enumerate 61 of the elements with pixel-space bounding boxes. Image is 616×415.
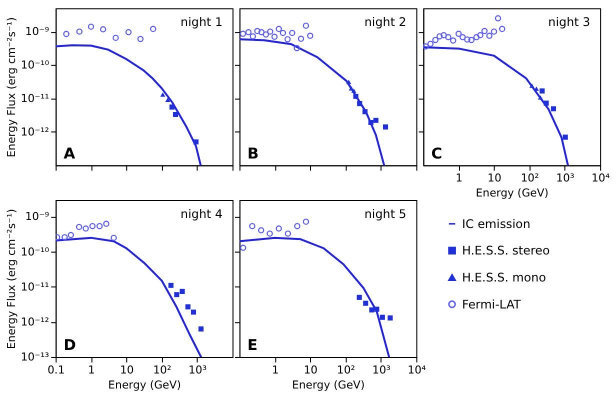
point bbox=[436, 33, 443, 40]
annotation: night 2 bbox=[364, 15, 406, 30]
point bbox=[490, 28, 498, 35]
annotation: A bbox=[64, 144, 76, 162]
point bbox=[432, 36, 438, 44]
x-tick-label: 10 bbox=[488, 172, 502, 185]
x-tick-label: 1 bbox=[456, 172, 463, 185]
annotation: night 5 bbox=[364, 206, 406, 221]
point bbox=[494, 15, 502, 22]
point bbox=[486, 32, 492, 39]
point bbox=[455, 30, 462, 37]
point bbox=[468, 36, 475, 44]
point bbox=[423, 43, 429, 50]
annotation: night 4 bbox=[180, 206, 223, 221]
y-tick-label: 10⁻¹² bbox=[20, 125, 50, 138]
annotation: E bbox=[247, 336, 258, 354]
x-tick-label: 10 bbox=[304, 363, 318, 376]
x-axis-title: Energy (GeV) bbox=[108, 378, 181, 392]
legend-label: Fermi-LAT bbox=[462, 297, 522, 312]
x-tick-label: 10² bbox=[336, 363, 356, 376]
point bbox=[450, 37, 456, 44]
annotation: D bbox=[64, 336, 76, 354]
x-tick-label: 10³ bbox=[556, 172, 574, 185]
y-tick-label: 10⁻¹⁰ bbox=[20, 245, 50, 258]
point bbox=[477, 32, 484, 38]
y-axis-title: Energy Flux (erg cm⁻²s⁻¹) bbox=[4, 17, 18, 158]
x-tick-label: 10⁴ bbox=[591, 172, 610, 185]
y-tick-label: 10⁻¹³ bbox=[20, 350, 50, 364]
x-tick-label: 10² bbox=[520, 172, 539, 185]
annotation: B bbox=[247, 144, 259, 162]
x-tick-label: 0.1 bbox=[47, 363, 65, 376]
point bbox=[427, 40, 434, 47]
point bbox=[464, 36, 470, 43]
legend-label: H.E.S.S. stereo bbox=[462, 244, 550, 258]
legend-label: IC emission bbox=[462, 216, 530, 231]
annotation: C bbox=[431, 144, 442, 162]
x-axis-title: Energy (GeV) bbox=[292, 378, 365, 392]
y-tick-label: 10⁻¹² bbox=[20, 315, 50, 328]
y-tick-label: 10⁻¹¹ bbox=[20, 92, 50, 105]
y-tick-label: 10⁻¹¹ bbox=[20, 280, 50, 294]
x-tick-label: 10³ bbox=[372, 363, 391, 376]
x-tick-label: 1 bbox=[272, 363, 279, 376]
y-axis-title: Energy Flux (erg cm⁻²s⁻¹) bbox=[4, 208, 18, 350]
y-tick-label: 10⁻⁹ bbox=[25, 25, 50, 38]
y-tick-label: 10⁻¹⁰ bbox=[20, 58, 50, 72]
point bbox=[440, 32, 447, 38]
point bbox=[499, 26, 506, 32]
point bbox=[460, 34, 466, 40]
point bbox=[481, 28, 488, 34]
x-axis-title: Energy (GeV) bbox=[476, 186, 549, 200]
legend-label: H.E.S.S. mono bbox=[462, 270, 546, 284]
x-tick-label: 10² bbox=[153, 363, 172, 376]
y-tick-label: 10⁻⁹ bbox=[25, 210, 50, 224]
annotation: night 3 bbox=[548, 15, 590, 30]
point bbox=[445, 34, 452, 40]
point bbox=[473, 34, 480, 40]
annotation: night 1 bbox=[180, 15, 223, 30]
x-tick-label: 10 bbox=[120, 363, 134, 376]
x-tick-label: 10⁴ bbox=[408, 363, 427, 376]
x-tick-label: 1 bbox=[88, 363, 95, 376]
x-tick-label: 10³ bbox=[188, 363, 207, 376]
